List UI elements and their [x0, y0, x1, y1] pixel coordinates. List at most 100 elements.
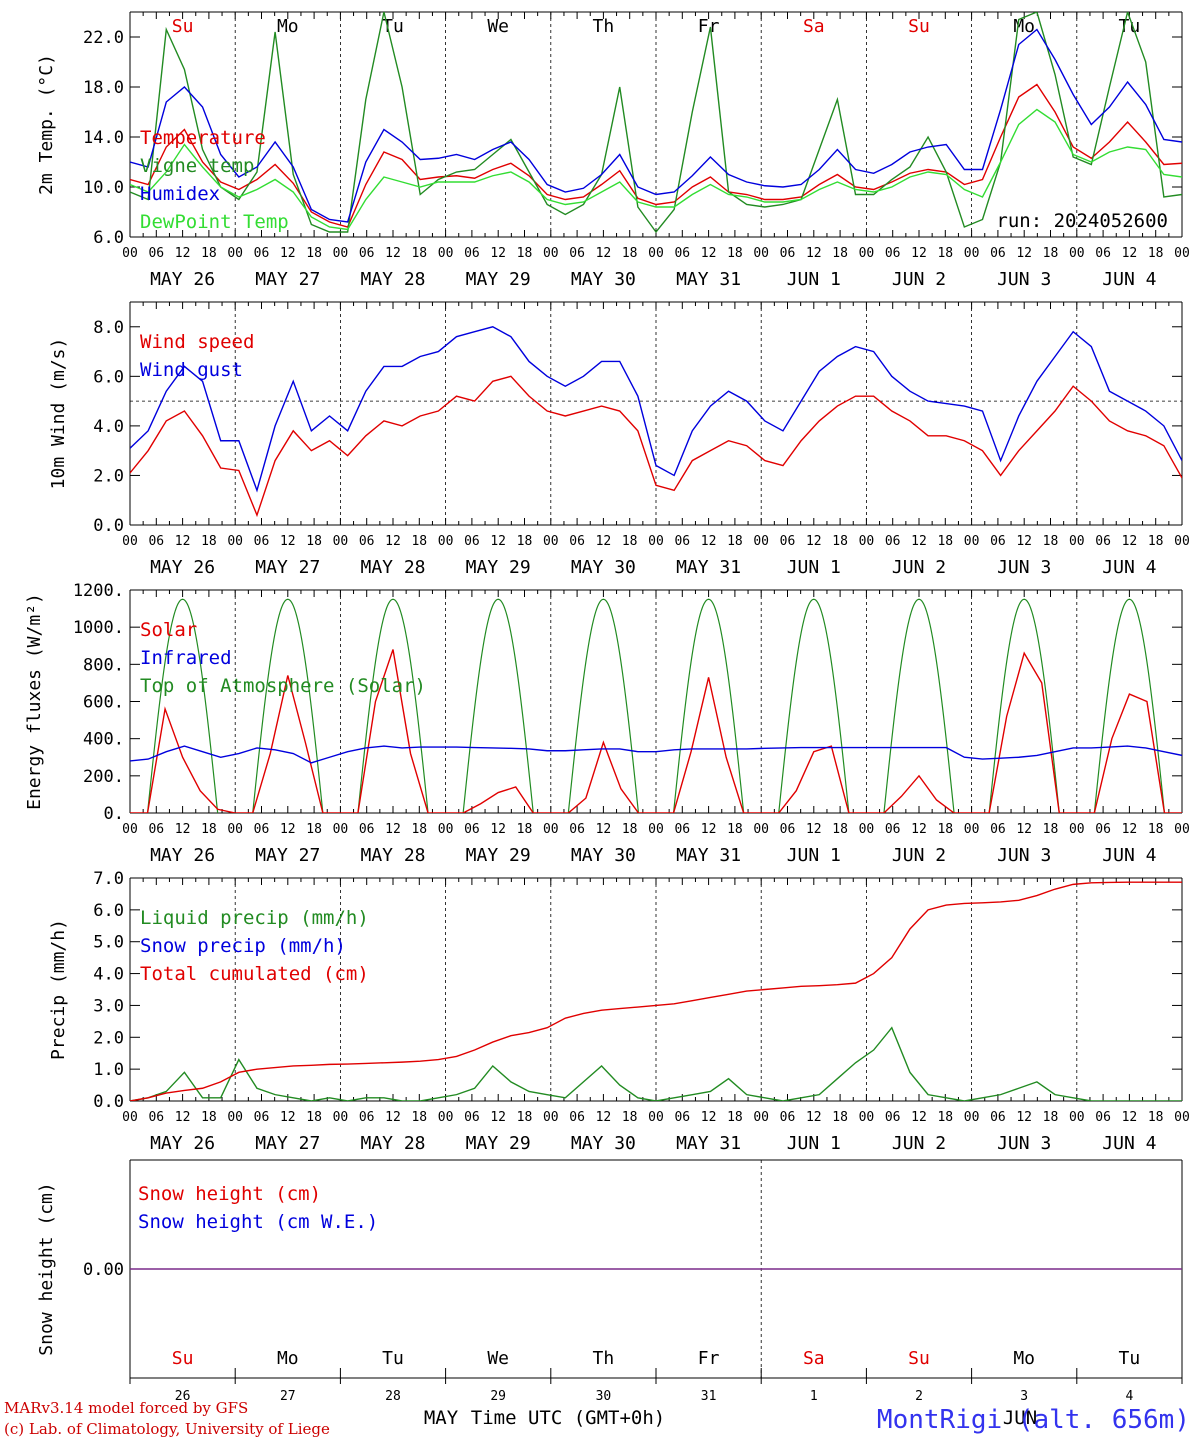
footer-lab: (c) Lab. of Climatology, University of L… [4, 1420, 330, 1438]
day-number-label: 26 [175, 1389, 191, 1404]
solar-line [971, 651, 1077, 813]
hour-tick-label: 18 [411, 1110, 427, 1125]
panel-wind: 00 06 12 18 00 06 12 18 00 06 12 18 00 06 12 18 00 06 12 18… [48, 301, 1190, 578]
date-label: MAY 26 [150, 269, 215, 290]
y-axis-title: 10m Wind (m/s) [48, 338, 69, 490]
hour-tick-label: 18 [1043, 534, 1059, 549]
hour-tick-label: 06 [148, 534, 164, 549]
hour-tick-label: 18 [1043, 246, 1059, 261]
solar-line [1076, 693, 1182, 813]
hour-tick-label: 06 [990, 534, 1006, 549]
hour-tick-label: 12 [280, 822, 296, 837]
date-label: MAY 28 [360, 845, 425, 866]
y-tick-label: 1.0 [93, 1060, 124, 1080]
day-of-week-label: Fr [698, 1348, 720, 1369]
y-axis-title: Precip (mm/h) [48, 919, 69, 1060]
y-tick-label: 22.0 [83, 28, 124, 48]
solar-line [340, 649, 446, 813]
legend-entry: Vigne temp [140, 155, 254, 177]
toa-solar-line [567, 598, 640, 813]
y-tick-label: 18.0 [83, 78, 124, 98]
day-of-week-label: Tu [1119, 1348, 1141, 1369]
series-group [130, 12, 1182, 234]
hour-tick-label: 12 [911, 1110, 927, 1125]
hour-tick-label: 06 [885, 246, 901, 261]
date-label: MAY 31 [676, 557, 741, 578]
hour-tick-label: 18 [937, 534, 953, 549]
series-group [130, 326, 1182, 518]
hour-tick-label: 00 [1174, 1110, 1190, 1125]
hour-tick-label: 06 [885, 822, 901, 837]
hour-tick-label: 00 [1069, 534, 1085, 549]
y-tick-label: 10.0 [83, 178, 124, 198]
day-number-label: 3 [1020, 1389, 1028, 1404]
hour-tick-label: 06 [359, 822, 375, 837]
day-number-label: 29 [490, 1389, 506, 1404]
hour-tick-label: 12 [385, 822, 401, 837]
date-label: JUN 1 [787, 1133, 841, 1154]
hour-tick-label: 12 [806, 246, 822, 261]
hour-tick-label: 00 [438, 246, 454, 261]
hour-tick-label: 12 [1016, 246, 1032, 261]
legend-entry: Snow height (cm W.E.) [138, 1211, 378, 1233]
hour-tick-label: 06 [464, 534, 480, 549]
y-tick-label: 800. [83, 655, 124, 675]
hour-tick-label: 18 [517, 246, 533, 261]
day-of-week-label: Tu [382, 16, 404, 37]
y-axis-title: Snow height (cm) [36, 1182, 57, 1355]
hour-tick-label: 00 [227, 1110, 243, 1125]
y-tick-label: 1200. [73, 581, 124, 601]
day-of-week-label: Th [593, 16, 615, 37]
hour-tick-label: 18 [201, 822, 217, 837]
hour-tick-label: 00 [227, 534, 243, 549]
hour-tick-label: 12 [1122, 1110, 1138, 1125]
day-of-week-label: Mo [277, 16, 299, 37]
hour-tick-label: 18 [937, 822, 953, 837]
day-of-week-label: Fr [698, 16, 720, 37]
date-label: MAY 26 [150, 557, 215, 578]
date-label: JUN 4 [1102, 845, 1156, 866]
hour-tick-label: 00 [753, 1110, 769, 1125]
hour-tick-label: 00 [1069, 822, 1085, 837]
legend-entry: Wind gust [140, 359, 243, 381]
series-line [130, 83, 1182, 228]
hour-tick-label: 18 [832, 1110, 848, 1125]
hour-tick-label: 06 [674, 1110, 690, 1125]
day-of-week-label: We [487, 1348, 509, 1369]
hour-tick-label: 06 [148, 822, 164, 837]
hour-tick-label: 12 [280, 1110, 296, 1125]
date-label: MAY 28 [360, 557, 425, 578]
hour-tick-label: 06 [464, 822, 480, 837]
hour-tick-label: 18 [1043, 822, 1059, 837]
hour-tick-label: 06 [148, 246, 164, 261]
hour-tick-label: 18 [1043, 1110, 1059, 1125]
hour-tick-label: 00 [648, 534, 664, 549]
day-of-week-label: Mo [277, 1348, 299, 1369]
hour-tick-label: 12 [911, 246, 927, 261]
hour-tick-label: 12 [1016, 822, 1032, 837]
month-label-jun: JUN [1003, 1407, 1037, 1429]
hour-tick-label: 00 [859, 1110, 875, 1125]
hour-tick-label: 00 [964, 822, 980, 837]
hour-tick-label: 12 [490, 822, 506, 837]
hour-tick-label: 06 [990, 1110, 1006, 1125]
date-label: MAY 31 [676, 845, 741, 866]
hour-tick-label: 00 [964, 246, 980, 261]
hour-tick-label: 18 [727, 246, 743, 261]
hour-tick-label: 18 [832, 246, 848, 261]
hour-tick-label: 18 [832, 534, 848, 549]
date-label: MAY 29 [466, 845, 531, 866]
solar-line [550, 740, 656, 813]
y-tick-label: 200. [83, 767, 124, 787]
date-label: MAY 29 [466, 1133, 531, 1154]
hour-tick-label: 06 [885, 534, 901, 549]
y-tick-label: 0.0 [93, 1092, 124, 1112]
hour-tick-label: 00 [227, 822, 243, 837]
hour-tick-label: 12 [175, 1110, 191, 1125]
hour-tick-label: 18 [306, 246, 322, 261]
hour-tick-label: 12 [490, 246, 506, 261]
y-tick-label: 2.0 [93, 466, 124, 486]
day-of-week-label: Sa [803, 1348, 825, 1369]
hour-tick-label: 00 [438, 534, 454, 549]
legend-entry: Humidex [140, 183, 220, 205]
